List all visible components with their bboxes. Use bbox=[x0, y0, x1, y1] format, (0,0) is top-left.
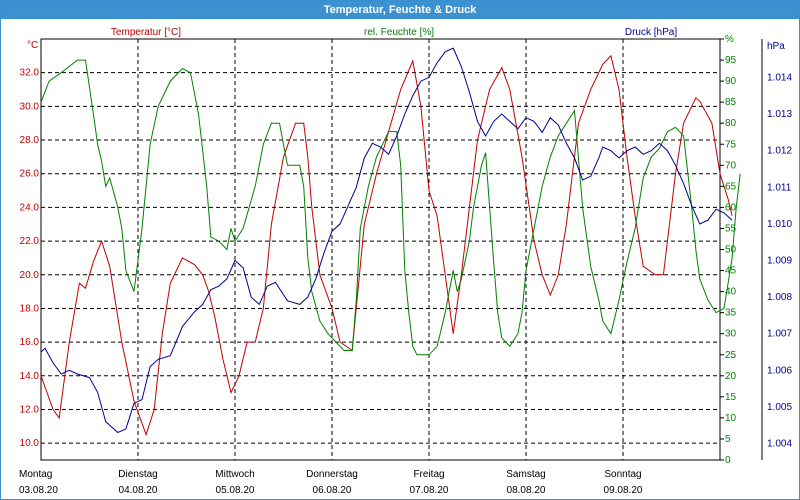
humidity-tick-label: 65 bbox=[725, 181, 737, 192]
humidity-series-line bbox=[40, 59, 741, 356]
window-title: Temperatur, Feuchte & Druck bbox=[1, 1, 799, 19]
pressure-axis-title: Druck [hPa] bbox=[625, 27, 677, 38]
temperature-tick-label: 10.0 bbox=[20, 438, 40, 449]
humidity-tick-label: 70 bbox=[725, 160, 737, 171]
x-tick-day-label: Mittwoch bbox=[215, 469, 254, 480]
temperature-tick-label: 28.0 bbox=[20, 135, 40, 146]
humidity-tick-label: 25 bbox=[725, 350, 737, 361]
humidity-tick-label: 60 bbox=[725, 202, 737, 213]
humidity-tick-label: 30 bbox=[725, 329, 737, 340]
humidity-axis: 0 5 10 15 20 25 30 35 40 45 50 55 60 65 70 75 80 85 90 95% bbox=[720, 34, 737, 466]
x-tick-date-label: 09.08.20 bbox=[604, 485, 643, 496]
humidity-tick-label: 35 bbox=[725, 308, 737, 319]
temperature-tick-label: 26.0 bbox=[20, 169, 40, 180]
series-layer bbox=[40, 47, 741, 437]
humidity-tick-label: 50 bbox=[725, 245, 737, 256]
humidity-tick-label: 15 bbox=[725, 392, 737, 403]
humidity-tick-label: 0 bbox=[725, 455, 731, 466]
pressure-tick-label: 1.010 bbox=[767, 219, 792, 230]
humidity-tick-label: 45 bbox=[725, 266, 737, 277]
plot-area bbox=[40, 38, 721, 461]
pressure-tick-label: 1.012 bbox=[767, 146, 792, 157]
humidity-tick-label: 95 bbox=[725, 55, 737, 66]
pressure-tick-label: 1.009 bbox=[767, 255, 792, 266]
pressure-tick-label: 1.007 bbox=[767, 329, 792, 340]
pressure-axis: 1.004 1.005 1.006 1.007 1.008 1.009 1.010 1.011… bbox=[761, 39, 792, 460]
pressure-tick-label: 1.006 bbox=[767, 365, 792, 376]
humidity-tick-label: 85 bbox=[725, 97, 737, 108]
pressure-tick-label: 1.011 bbox=[767, 182, 792, 193]
temperature-tick-label: 20.0 bbox=[20, 270, 40, 281]
temperature-axis-title: Temperatur [°C] bbox=[111, 27, 181, 38]
x-tick-day-label: Montag bbox=[19, 469, 52, 480]
x-tick-date-label: 06.08.20 bbox=[313, 485, 352, 496]
temperature-tick-label: 24.0 bbox=[20, 202, 40, 213]
pressure-series-line bbox=[40, 47, 733, 434]
x-tick-date-label: 03.08.20 bbox=[19, 485, 58, 496]
humidity-tick-label: 5 bbox=[725, 434, 731, 445]
pressure-tick-label: 1.013 bbox=[767, 109, 792, 120]
temperature-tick-label: 18.0 bbox=[20, 303, 40, 314]
x-tick-date-label: 08.08.20 bbox=[507, 485, 546, 496]
humidity-tick-label: 10 bbox=[725, 413, 737, 424]
pressure-tick-label: 1.005 bbox=[767, 402, 792, 413]
temperature-series-line bbox=[40, 54, 733, 437]
humidity-tick-label: 90 bbox=[725, 76, 737, 87]
pressure-tick-label: hPa bbox=[767, 41, 785, 52]
humidity-tick-label: % bbox=[725, 34, 734, 45]
x-tick-day-label: Sonntag bbox=[604, 469, 641, 480]
humidity-tick-label: 80 bbox=[725, 118, 737, 129]
temperature-unit: °C bbox=[27, 40, 38, 51]
x-tick-date-label: 04.08.20 bbox=[119, 485, 158, 496]
x-tick-day-label: Freitag bbox=[413, 469, 444, 480]
pressure-tick-label: 1.014 bbox=[767, 72, 792, 83]
humidity-tick-label: 20 bbox=[725, 371, 737, 382]
x-tick-day-label: Donnerstag bbox=[306, 469, 358, 480]
x-tick-day-label: Dienstag bbox=[118, 469, 157, 480]
x-axis: Montag 03.08.20 Dienstag 04.08.20 Mittwoch 05… bbox=[19, 469, 643, 496]
temperature-axis: 10.0 12.0 14.0 16.0 18.0 20.0 22.0 24.0 26.0 28.0… bbox=[20, 68, 40, 449]
temperature-tick-label: 30.0 bbox=[20, 101, 40, 112]
x-tick-date-label: 07.08.20 bbox=[410, 485, 449, 496]
temperature-tick-label: 22.0 bbox=[20, 236, 40, 247]
temperature-tick-label: 16.0 bbox=[20, 337, 40, 348]
humidity-tick-label: 55 bbox=[725, 223, 737, 234]
pressure-tick-label: 1.004 bbox=[767, 439, 792, 450]
humidity-tick-label: 40 bbox=[725, 287, 737, 298]
temperature-tick-label: 32.0 bbox=[20, 68, 40, 79]
pressure-tick-label: 1.008 bbox=[767, 292, 792, 303]
humidity-tick-label: 75 bbox=[725, 139, 737, 150]
x-tick-day-label: Samstag bbox=[506, 469, 545, 480]
temperature-tick-label: 14.0 bbox=[20, 371, 40, 382]
chart-canvas: 10.0 12.0 14.0 16.0 18.0 20.0 22.0 24.0 26.0 28.0… bbox=[19, 27, 792, 496]
humidity-axis-title: rel. Feuchte [%] bbox=[364, 27, 434, 38]
x-tick-date-label: 05.08.20 bbox=[216, 485, 255, 496]
temperature-tick-label: 12.0 bbox=[20, 404, 40, 415]
